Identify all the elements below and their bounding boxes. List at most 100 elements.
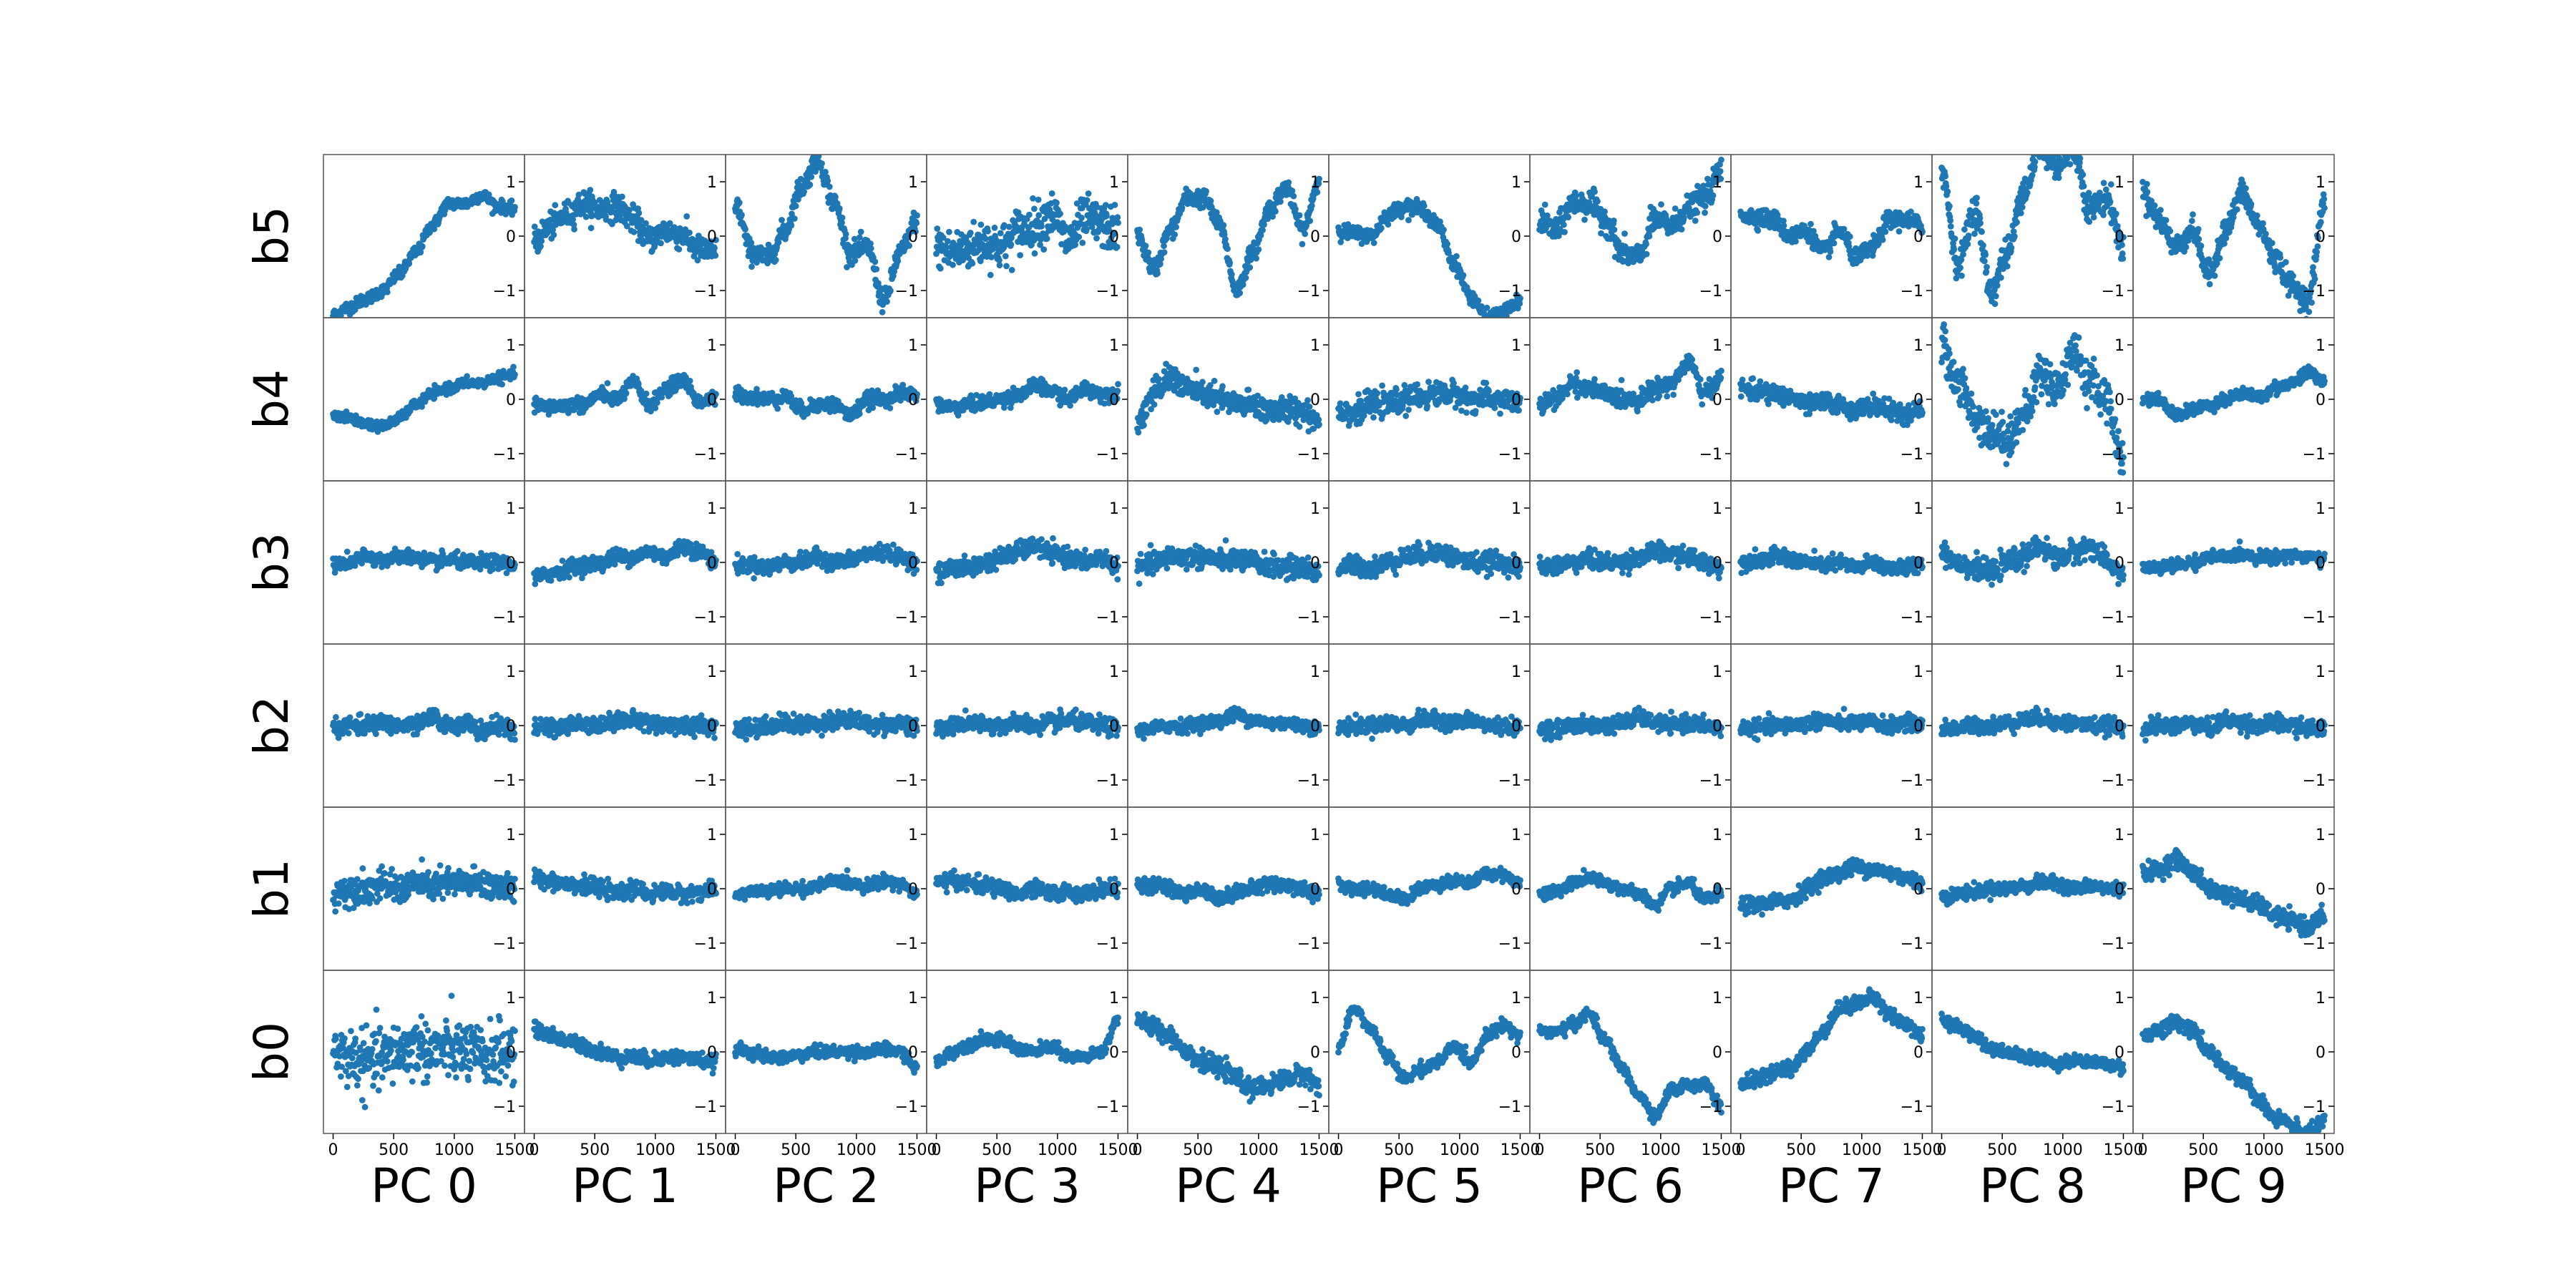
data-point	[2069, 135, 2075, 141]
data-point	[1971, 230, 1978, 238]
data-point	[2029, 172, 2036, 179]
data-point	[2253, 212, 2260, 219]
data-point	[2067, 161, 2074, 167]
data-point	[2243, 185, 2249, 192]
data-point	[1709, 192, 1717, 199]
data-point	[1102, 202, 1109, 208]
data-point	[1115, 220, 1121, 226]
points	[330, 364, 518, 435]
data-point	[2034, 145, 2041, 152]
data-point	[1008, 267, 1015, 273]
data-point	[1541, 201, 1548, 208]
data-point	[985, 228, 991, 235]
data-point	[1879, 236, 1886, 243]
data-point	[1717, 161, 1723, 168]
data-point	[2143, 180, 2150, 187]
data-point	[1611, 226, 1618, 233]
data-point	[2119, 250, 2126, 257]
data-point	[1053, 200, 1060, 206]
data-point	[1093, 235, 1100, 242]
data-point	[713, 237, 719, 243]
data-point	[1006, 223, 1013, 230]
data-point	[713, 391, 719, 398]
data-point	[991, 224, 998, 231]
data-point	[1277, 198, 1284, 205]
data-point	[1997, 274, 2004, 281]
data-point	[824, 177, 831, 185]
data-point	[1951, 235, 1958, 242]
data-point	[1299, 240, 1306, 248]
data-point	[867, 240, 874, 247]
data-point	[940, 234, 947, 241]
data-point	[2031, 164, 2038, 170]
data-point	[419, 243, 426, 250]
data-point	[1239, 281, 1246, 288]
data-point	[1957, 264, 1964, 271]
data-point	[842, 230, 849, 238]
data-point	[2039, 144, 2045, 150]
data-point	[585, 201, 592, 208]
data-point	[996, 257, 1002, 263]
data-point	[2074, 148, 2080, 155]
data-point	[1440, 226, 1447, 233]
data-point	[2223, 235, 2230, 242]
data-point	[2112, 210, 2119, 217]
data-point	[1213, 209, 1220, 216]
panel-b5-pc4: 10−1	[1127, 154, 1330, 318]
data-point	[2011, 233, 2018, 240]
data-point	[2195, 235, 2202, 243]
data-point	[1001, 222, 1008, 229]
data-point	[1960, 251, 1966, 258]
data-point	[1968, 222, 1976, 229]
data-point	[997, 230, 1004, 237]
data-point	[1302, 230, 1309, 238]
data-point	[1516, 300, 1523, 307]
data-point	[2283, 259, 2289, 265]
data-point	[626, 207, 633, 213]
data-point	[2079, 171, 2087, 178]
data-point	[1680, 214, 1687, 221]
y-tick-label: −1	[1699, 283, 1722, 301]
data-point	[1615, 238, 1622, 245]
data-point	[1565, 214, 1572, 220]
data-point	[1646, 233, 1653, 240]
data-point	[1041, 215, 1048, 223]
data-point	[1222, 235, 1229, 243]
y-tick-label: −1	[1498, 283, 1521, 301]
data-point	[1161, 249, 1168, 255]
data-point	[2036, 140, 2042, 146]
data-point	[635, 210, 643, 216]
data-point	[1420, 203, 1428, 210]
data-point	[2065, 137, 2072, 144]
data-point	[1203, 187, 1209, 195]
data-point	[1315, 180, 1322, 187]
data-point	[814, 144, 821, 150]
data-point	[815, 155, 822, 160]
data-point	[1154, 270, 1161, 277]
data-point	[1792, 238, 1799, 245]
data-point	[1958, 273, 1965, 279]
data-point	[1994, 282, 2001, 289]
data-point	[1825, 253, 1833, 260]
data-point	[1015, 209, 1022, 216]
data-point	[621, 396, 628, 402]
data-point	[2102, 186, 2109, 193]
y-tick-label: −1	[493, 446, 516, 464]
data-point	[683, 374, 689, 381]
data-point	[532, 394, 540, 401]
data-point	[1445, 250, 1452, 256]
data-point	[1246, 264, 1254, 271]
data-point	[851, 235, 858, 243]
data-point	[1643, 250, 1650, 258]
panel-b5-pc0: 10−1	[323, 154, 525, 318]
data-point	[1307, 218, 1314, 225]
data-point	[988, 254, 995, 260]
data-point	[1594, 198, 1601, 205]
y-tick-label: 0	[1310, 228, 1320, 246]
data-point	[552, 202, 559, 209]
data-point	[1658, 201, 1664, 208]
data-point	[1083, 225, 1090, 233]
data-point	[2024, 190, 2031, 196]
data-point	[666, 220, 673, 227]
data-point	[822, 168, 829, 175]
